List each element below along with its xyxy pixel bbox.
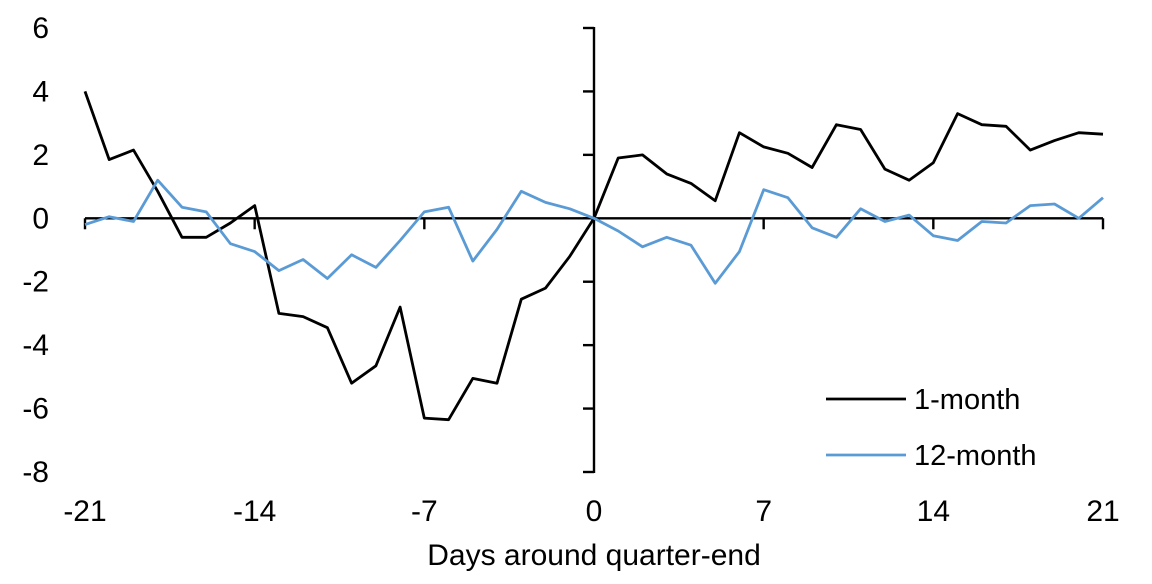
- y-tick-label: -8: [22, 456, 49, 489]
- y-tick-label: 0: [32, 202, 49, 235]
- x-tick-label: 7: [755, 495, 772, 528]
- series-line-12-month: [84, 178, 1104, 285]
- legend-label-1-month: 1-month: [914, 384, 1020, 416]
- x-tick-label: -14: [233, 495, 276, 528]
- x-tick-label: -7: [411, 495, 438, 528]
- x-tick-label: 0: [586, 495, 603, 528]
- x-axis-title: Days around quarter-end: [427, 539, 761, 572]
- y-tick-label: -2: [22, 266, 49, 299]
- y-tick-label: 2: [32, 139, 49, 172]
- y-tick-label: -6: [22, 393, 49, 426]
- y-tick-label: -4: [22, 329, 49, 362]
- x-tick-label: -21: [63, 495, 106, 528]
- y-tick-label: 6: [32, 12, 49, 45]
- x-tick-label: 14: [917, 495, 950, 528]
- x-tick-label: 21: [1086, 495, 1119, 528]
- y-tick-label: 4: [32, 75, 49, 108]
- legend-label-12-month: 12-month: [914, 440, 1037, 472]
